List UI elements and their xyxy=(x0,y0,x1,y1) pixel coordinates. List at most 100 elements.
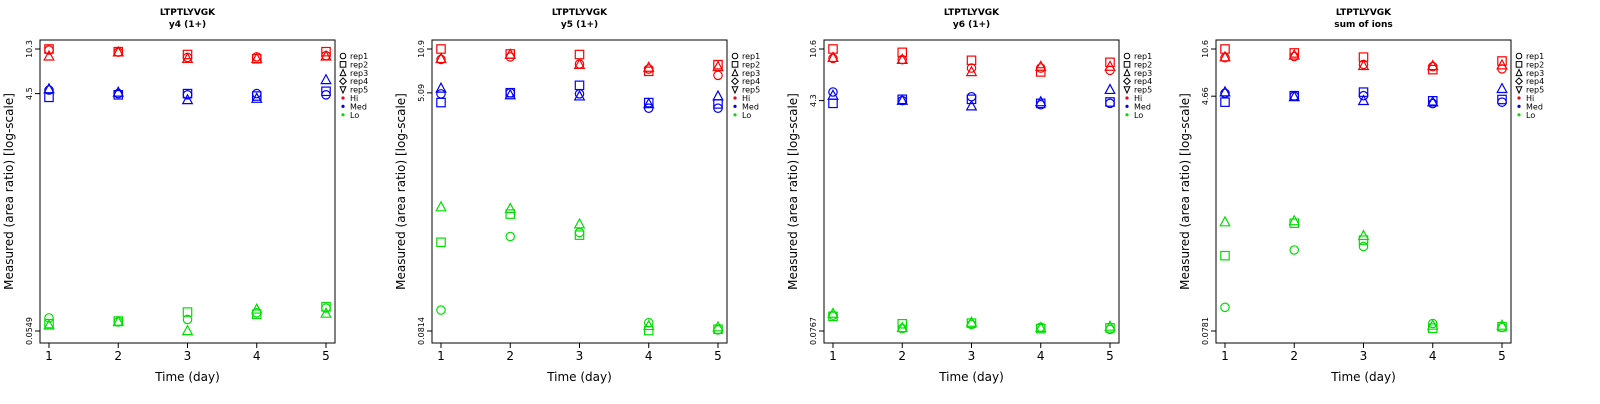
data-point-med-rep3 xyxy=(1034,95,1047,107)
data-point-hi-rep2 xyxy=(1220,44,1230,54)
data-point-lo-rep3 xyxy=(320,307,332,318)
x-tick-label: 2 xyxy=(506,349,514,363)
x-tick-label: 4 xyxy=(1037,349,1045,363)
data-point-med-rep3 xyxy=(112,85,125,97)
legend-dot-icon xyxy=(1517,113,1521,117)
data-point-lo-rep1 xyxy=(44,313,54,323)
data-point-lo-rep1 xyxy=(1220,302,1230,313)
legend-dot-icon xyxy=(341,96,345,100)
data-point-hi-rep3 xyxy=(965,65,978,77)
plot-frame xyxy=(39,39,336,344)
data-point-hi-rep3 xyxy=(896,53,909,64)
data-point-lo-rep3 xyxy=(896,321,909,333)
chart-panel-3: LTPTLYVGK y6 (1+) 1 2 3 4 5 Time (day) 10.6 4.3 0.… xyxy=(786,8,1152,384)
data-point-med-rep3 xyxy=(712,89,724,101)
plot-frame xyxy=(1215,39,1512,344)
triangle-up-icon xyxy=(1123,68,1131,77)
data-point-hi-rep3 xyxy=(1219,50,1231,62)
data-point-hi-rep3 xyxy=(827,51,839,63)
data-point-hi-rep1 xyxy=(436,54,446,65)
legend-label: Hi xyxy=(350,94,358,103)
legend-item: rep4 xyxy=(730,77,760,86)
y-tick-label: 4.5 xyxy=(25,87,34,100)
legend-item: rep1 xyxy=(339,52,368,61)
legend-label: rep5 xyxy=(742,86,760,95)
panel-title: LTPTLYVGK xyxy=(160,8,216,18)
data-point-hi-rep3 xyxy=(1426,59,1439,71)
legend-label: rep4 xyxy=(1134,77,1152,86)
data-point-med-rep3 xyxy=(320,73,332,85)
data-point-hi-rep2 xyxy=(182,49,193,60)
data-point-med-rep3 xyxy=(181,93,194,105)
data-point-med-rep2 xyxy=(828,98,838,109)
panel-subtitle: y6 (1+) xyxy=(953,20,990,30)
data-point-med-rep3 xyxy=(504,88,517,100)
data-point-lo-rep3 xyxy=(1426,319,1439,330)
data-point-lo-rep2 xyxy=(182,307,193,317)
x-tick-label: 5 xyxy=(322,349,330,363)
data-point-lo-rep2 xyxy=(966,318,977,328)
data-point-med-rep3 xyxy=(896,94,909,105)
data-point-hi-rep3 xyxy=(320,49,332,61)
y-tick-label: 10.9 xyxy=(417,40,426,58)
data-point-hi-rep3 xyxy=(712,60,724,72)
circle-icon xyxy=(339,52,347,60)
triangle-up-icon xyxy=(339,68,347,77)
legend-label: rep1 xyxy=(350,52,368,61)
data-point-med-rep2 xyxy=(1220,97,1230,107)
legend-dot-icon xyxy=(1125,104,1129,108)
data-point-lo-rep3 xyxy=(1034,321,1047,333)
legend-item: Med xyxy=(1125,102,1151,111)
triangle-down-icon xyxy=(339,86,347,95)
legend-dot-icon xyxy=(733,96,737,100)
square-icon xyxy=(339,61,347,68)
y-tick-label: 0.0814 xyxy=(417,317,426,345)
data-point-hi-rep3 xyxy=(1357,59,1370,71)
legend-label: rep2 xyxy=(1134,60,1152,69)
data-point-med-rep1 xyxy=(436,89,446,99)
data-point-lo-rep3 xyxy=(573,217,586,229)
legend-item: rep3 xyxy=(1123,68,1152,78)
x-tick-label: 3 xyxy=(968,349,976,363)
data-point-med-rep3 xyxy=(1357,94,1370,106)
data-point-lo-rep3 xyxy=(712,320,724,332)
y-tick-label: 10.6 xyxy=(809,40,818,58)
legend-label: rep3 xyxy=(350,69,368,78)
plot-frame xyxy=(823,39,1120,344)
triangle-down-icon xyxy=(1123,86,1131,95)
y-tick-label: 0.0781 xyxy=(1201,317,1210,345)
x-tick-label: 5 xyxy=(1106,349,1114,363)
data-point-med-rep1 xyxy=(966,91,977,102)
legend-item: Hi xyxy=(733,94,750,103)
data-point-hi-rep2 xyxy=(44,44,54,54)
y-axis-label: Measured (area ratio) [log-scale] xyxy=(786,93,800,290)
square-icon xyxy=(1123,61,1131,68)
legend-dot-icon xyxy=(1517,104,1521,108)
data-point-med-rep3 xyxy=(1426,95,1439,107)
legend-label: Med xyxy=(1526,102,1543,111)
data-point-lo-rep2 xyxy=(436,237,446,248)
data-point-med-rep3 xyxy=(642,97,655,109)
data-point-hi-rep2 xyxy=(1105,57,1115,68)
legend-item: rep4 xyxy=(338,77,368,86)
data-point-med-rep2 xyxy=(966,94,977,105)
data-point-lo-rep3 xyxy=(504,202,517,214)
data-point-med-rep2 xyxy=(1497,94,1507,105)
x-tick-label: 1 xyxy=(45,349,53,363)
data-point-lo-rep1 xyxy=(574,227,585,238)
square-icon xyxy=(1515,61,1523,68)
legend-item: Lo xyxy=(733,111,751,120)
data-point-med-rep3 xyxy=(1496,82,1508,94)
panel-title: LTPTLYVGK xyxy=(552,8,608,18)
data-point-hi-rep3 xyxy=(1496,58,1508,70)
y-tick-label: 5.09 xyxy=(417,84,426,102)
data-point-hi-rep1 xyxy=(966,63,977,73)
chart-panel-4: LTPTLYVGK sum of ions 1 2 3 4 5 Time (day) 10.6 4… xyxy=(1178,8,1544,384)
data-point-hi-rep3 xyxy=(1034,60,1047,71)
legend-dot-icon xyxy=(733,104,737,108)
legend-label: Lo xyxy=(1526,111,1535,120)
legend-item: Med xyxy=(1517,102,1543,111)
data-point-hi-rep1 xyxy=(828,53,838,64)
panel-title: LTPTLYVGK xyxy=(1336,8,1392,18)
